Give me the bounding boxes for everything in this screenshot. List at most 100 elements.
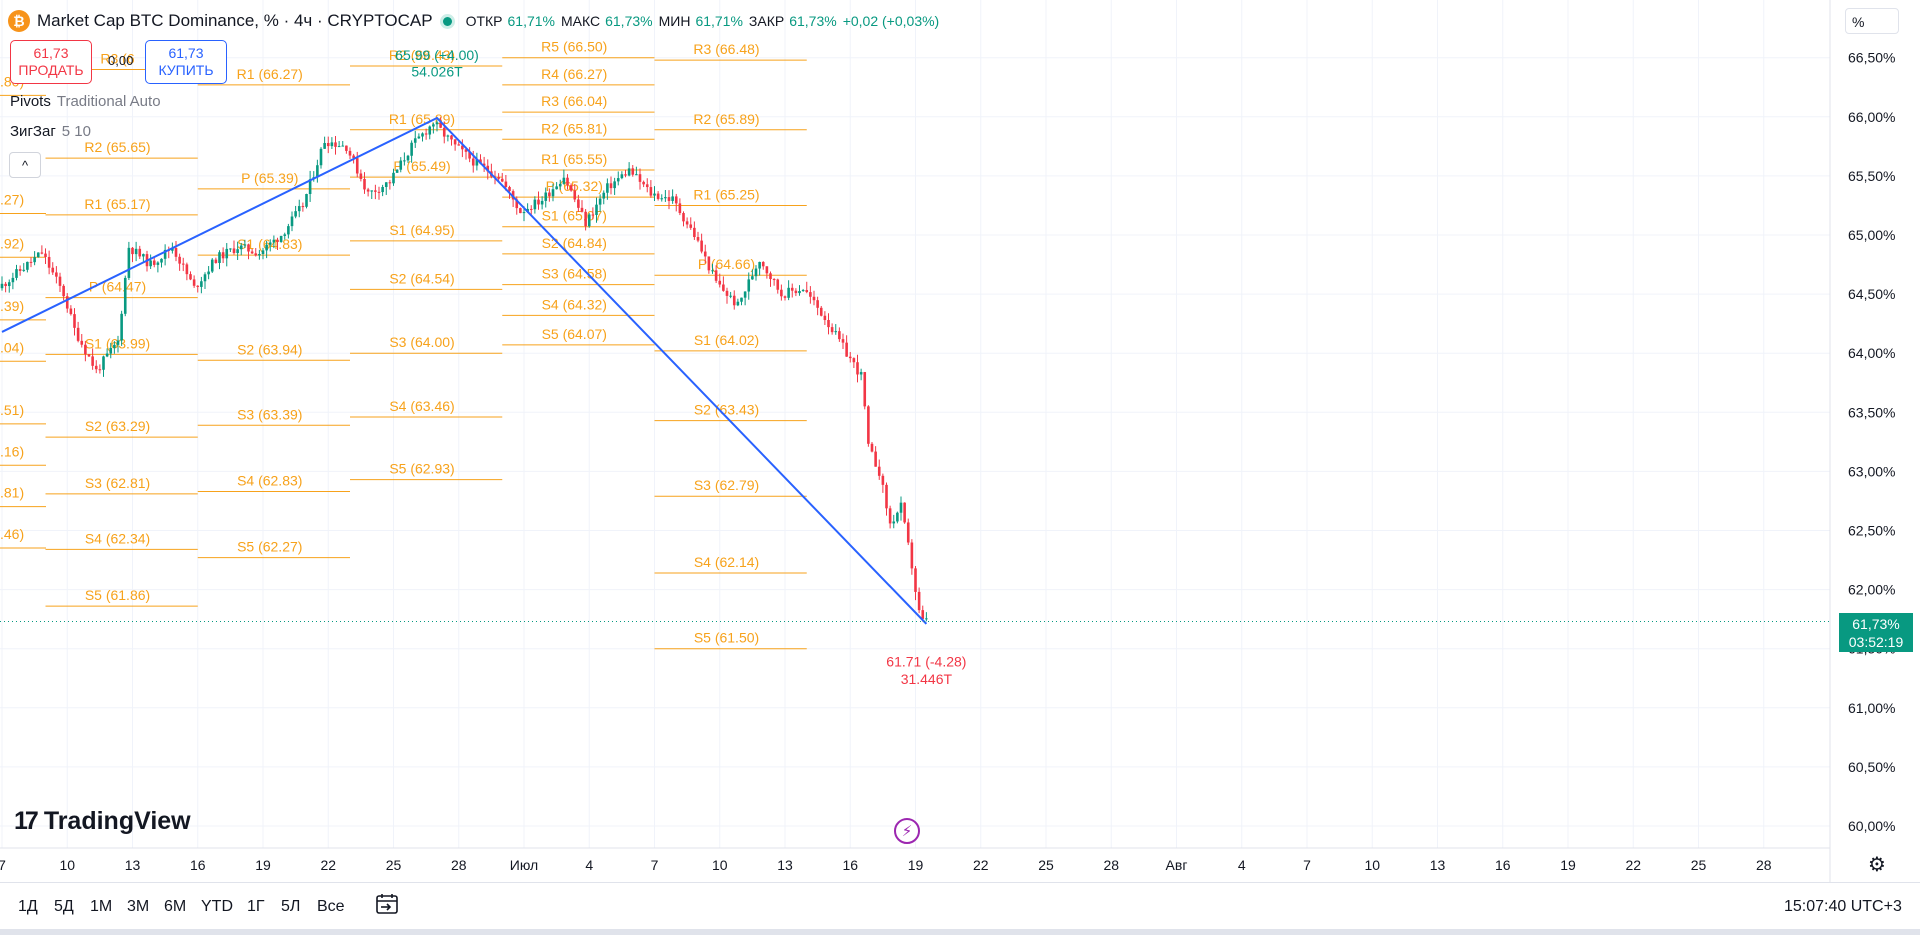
candle-body	[740, 297, 743, 302]
candle-body	[537, 199, 540, 205]
pivot-level-label: R4 (66.27)	[541, 66, 607, 82]
candle-body	[334, 142, 337, 147]
candle-body	[221, 252, 225, 259]
range-1y-button[interactable]: 1Г	[247, 898, 265, 915]
candle-body	[424, 133, 428, 135]
candle-body	[272, 239, 276, 243]
candle-body	[384, 182, 388, 188]
lightning-icon[interactable]: ⚡	[894, 818, 920, 844]
pivot-level-label: R1 (65.25)	[693, 186, 759, 202]
candle-body	[348, 150, 352, 156]
x-tick-label: 16	[190, 857, 206, 873]
candle-body	[127, 247, 131, 278]
candle-body	[73, 314, 76, 328]
candle-body	[580, 207, 584, 212]
pivot-level-label: S3 (63.39)	[237, 406, 302, 422]
candle-body	[210, 259, 214, 272]
candle-body	[877, 466, 881, 476]
pivot-level-label: R2 (66.43)	[389, 47, 455, 63]
candle-body	[569, 185, 573, 191]
range-5d-button[interactable]: 5Д	[54, 898, 74, 915]
candle-body	[84, 344, 87, 355]
buy-button[interactable]: 61,73 КУПИТЬ	[145, 40, 227, 84]
candle-body	[239, 245, 243, 250]
candle-body	[747, 279, 751, 292]
pivot-level-label: S3 (64.58)	[542, 266, 607, 282]
scale-unit-button[interactable]: %	[1845, 8, 1899, 34]
candle-body	[656, 193, 660, 199]
symbol-title[interactable]: Market Cap BTC Dominance, % · 4ч · CRYPT…	[37, 11, 433, 30]
range-6m-button[interactable]: 6М	[164, 898, 187, 915]
candle-body	[616, 178, 620, 182]
range-1m-button[interactable]: 1М	[90, 898, 113, 915]
candle-body	[504, 181, 508, 187]
pivot-level-label: S2 (64.84)	[542, 235, 607, 251]
candle-body	[65, 296, 69, 309]
zigzag-label: 61.71 (-4.28)	[886, 653, 966, 669]
range-all-button[interactable]: Все	[317, 898, 345, 915]
settings-gear-icon[interactable]: ⚙	[1868, 854, 1886, 876]
pivot-level-label: R5 (66.50)	[541, 39, 607, 55]
candle-body	[297, 206, 301, 212]
chart-clock[interactable]: 15:07:40 UTC+3	[1784, 898, 1902, 915]
range-5y-button[interactable]: 5Л	[281, 898, 301, 915]
candle-body	[624, 174, 627, 176]
candle-body	[214, 259, 218, 263]
candle-body	[798, 291, 801, 294]
candle-body	[468, 151, 471, 159]
candle-body	[319, 148, 323, 166]
candle-body	[591, 214, 595, 216]
sell-button[interactable]: 61,73 ПРОДАТЬ	[10, 40, 92, 84]
candle-body	[642, 181, 645, 185]
candle-body	[207, 271, 210, 275]
candle-body	[91, 356, 94, 366]
candle-body	[258, 253, 261, 256]
range-3m-button[interactable]: 3М	[127, 898, 150, 915]
candle-body	[352, 155, 355, 159]
x-tick-label: 4	[585, 857, 593, 873]
pivot-level-label: P (64.66)	[698, 256, 755, 272]
candle-body	[551, 189, 555, 197]
candle-body	[265, 244, 268, 251]
candle-body	[152, 260, 156, 265]
spread-value: 0,00	[108, 53, 134, 68]
candle-body	[776, 279, 780, 290]
candle-body	[254, 253, 258, 256]
candle-body	[58, 276, 62, 286]
collapse-legend-button[interactable]: ^	[9, 152, 41, 178]
x-tick-label: Июл	[510, 857, 538, 873]
candle-body	[693, 227, 696, 238]
indicator-pivots[interactable]: Pivots Traditional Auto	[10, 93, 161, 110]
x-tick-label: Авг	[1166, 857, 1188, 873]
candle-body	[606, 183, 609, 193]
range-1d-button[interactable]: 1Д	[18, 898, 38, 915]
candle-body	[867, 406, 870, 444]
candle-body	[540, 200, 544, 205]
chevron-up-icon: ^	[21, 157, 29, 173]
calendar-range-icon[interactable]	[375, 892, 399, 916]
candle-body	[917, 591, 921, 611]
open-label: ОТКР	[465, 13, 503, 29]
pivot-level-label: R3 (66.04)	[541, 93, 607, 109]
tradingview-logo[interactable]: 17 TradingView	[14, 807, 191, 836]
x-tick-label: 22	[973, 857, 989, 873]
candle-body	[229, 248, 232, 250]
pivot-edge-label: .04)	[0, 339, 24, 355]
pivot-level-label: S2 (63.29)	[85, 418, 150, 434]
zigzag-label: 31.446T	[901, 671, 953, 687]
candle-body	[703, 251, 707, 257]
candle-body	[381, 187, 384, 193]
candle-body	[471, 158, 475, 166]
pivot-level-label: S1 (64.02)	[694, 332, 759, 348]
indicator-name: Pivots	[10, 93, 51, 110]
indicator-zigzag[interactable]: ЗигЗаг 5 10	[10, 123, 91, 140]
candle-body	[87, 354, 91, 357]
pivot-edge-label: .46)	[0, 526, 24, 542]
candle-body	[225, 248, 229, 259]
range-ytd-button[interactable]: YTD	[201, 898, 233, 915]
candle-body	[26, 261, 29, 270]
pivot-level-label: R1 (65.55)	[541, 151, 607, 167]
x-tick-label: 13	[125, 857, 141, 873]
candle-body	[450, 135, 453, 140]
